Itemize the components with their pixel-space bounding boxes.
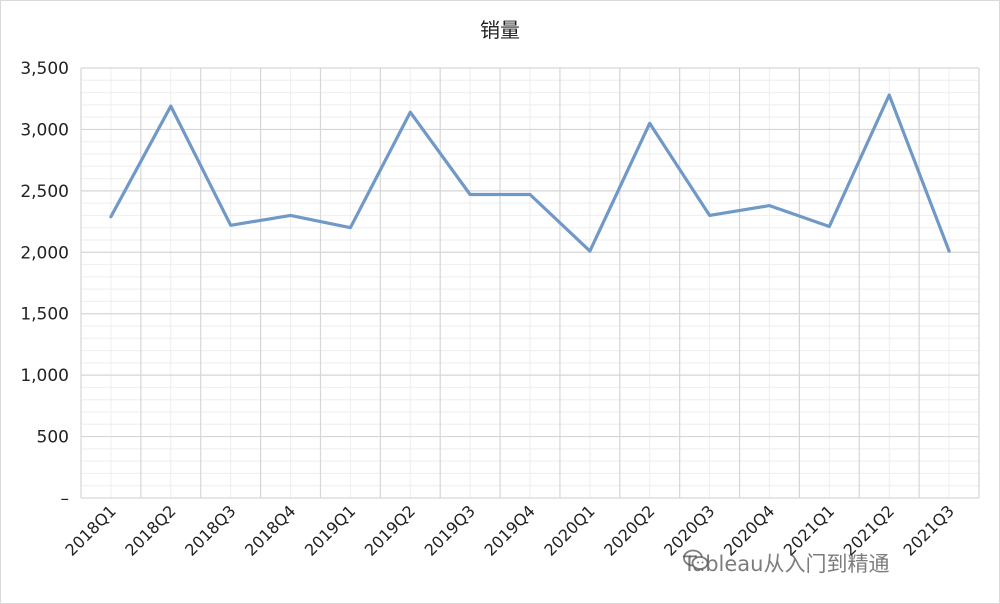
y-tick-label: 2,500 [20, 182, 69, 202]
y-tick-label: 3,500 [20, 59, 69, 79]
watermark: Tableau从入门到精通 [683, 548, 889, 578]
x-tick-label: 2019Q1 [301, 501, 359, 559]
y-axis-ticks: – 500 1,000 1,500 2,000 2,500 3,000 3,500 [20, 59, 69, 509]
x-tick-label: 2018Q2 [121, 501, 179, 559]
y-tick-label: 500 [37, 428, 69, 448]
watermark-text: Tableau从入门到精通 [683, 552, 890, 576]
y-tick-label: 2,000 [20, 243, 69, 263]
y-tick-label: 1,000 [20, 366, 69, 386]
x-tick-label: 2018Q4 [241, 501, 299, 559]
x-tick-label: 2020Q2 [600, 501, 658, 559]
y-tick-label: – [61, 489, 70, 509]
x-tick-label: 2019Q2 [361, 501, 419, 559]
wechat-icon [683, 549, 709, 570]
y-tick-label: 1,500 [20, 305, 69, 325]
x-tick-label: 2019Q3 [421, 501, 479, 559]
x-tick-label: 2019Q4 [480, 501, 538, 559]
x-tick-label: 2018Q3 [181, 501, 239, 559]
series-line-sales [109, 93, 951, 253]
x-tick-label: 2020Q1 [540, 501, 598, 559]
x-tick-label: 2018Q1 [61, 501, 119, 559]
minor-gridlines [81, 68, 979, 498]
x-tick-label: 2021Q3 [900, 501, 958, 559]
y-tick-label: 3,000 [20, 120, 69, 140]
chart-title: 销量 [480, 18, 520, 42]
major-gridlines [80, 67, 980, 499]
